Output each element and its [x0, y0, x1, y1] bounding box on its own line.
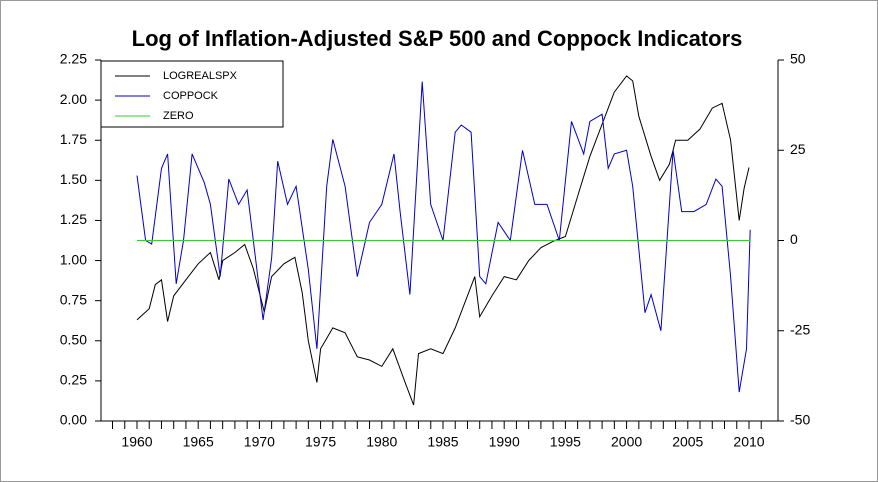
legend-label: COPPOCK [163, 90, 219, 102]
x-tick-label: 1995 [550, 434, 581, 450]
y2-tick-label: 50 [790, 51, 806, 67]
y-tick-label: 1.50 [60, 171, 87, 187]
x-tick-label: 1960 [121, 434, 152, 450]
y-tick-label: 1.00 [60, 251, 87, 267]
y2-tick-label: 25 [790, 141, 806, 157]
y-tick-label: 1.25 [60, 211, 87, 227]
y2-tick-label: -25 [790, 321, 810, 337]
series-line [136, 75, 750, 406]
chart-title: Log of Inflation-Adjusted S&P 500 and Co… [132, 26, 743, 51]
legend-label: ZERO [163, 110, 194, 122]
x-tick-label: 2010 [733, 434, 764, 450]
x-tick-label: 1965 [183, 434, 214, 450]
x-tick-label: 1985 [427, 434, 458, 450]
x-tick-label: 1975 [305, 434, 336, 450]
legend-label: LOGREALSPX [163, 70, 238, 82]
x-tick-label: 1980 [366, 434, 397, 450]
y-tick-label: 1.75 [60, 131, 87, 147]
y2-tick-label: -50 [790, 412, 810, 428]
y-tick-label: 2.25 [60, 51, 87, 67]
y-tick-label: 0.75 [60, 291, 87, 307]
y-tick-label: 0.00 [60, 412, 87, 428]
y-tick-label: 0.25 [60, 372, 87, 388]
x-tick-label: 1990 [489, 434, 520, 450]
x-tick-label: 2000 [611, 434, 642, 450]
y-tick-label: 0.50 [60, 331, 87, 347]
x-tick-label: 2005 [672, 434, 703, 450]
y-tick-label: 2.00 [60, 91, 87, 107]
y2-tick-label: 0 [790, 231, 798, 247]
x-tick-label: 1970 [244, 434, 275, 450]
